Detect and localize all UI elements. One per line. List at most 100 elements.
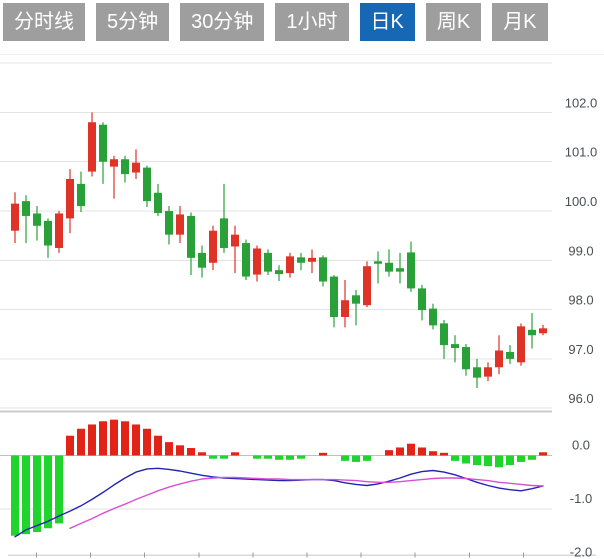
candle-body	[440, 323, 448, 346]
candle-body	[352, 295, 360, 304]
macd-histogram-bar	[187, 448, 195, 456]
candle-body	[165, 211, 173, 235]
tab-timeline[interactable]: 分时线	[3, 3, 85, 41]
candle-body	[154, 192, 162, 213]
macd-histogram-bar	[341, 455, 349, 461]
macd-histogram-bar	[506, 455, 514, 466]
macd-histogram-bar	[22, 455, 30, 535]
macd-histogram-bar	[253, 455, 261, 459]
macd-histogram-bar	[99, 421, 107, 456]
candle-body	[231, 234, 239, 247]
macd-histogram-bar	[11, 455, 19, 536]
candle-body	[22, 201, 30, 216]
candle-body	[363, 266, 371, 306]
candle-body	[187, 215, 195, 258]
tab-monthly-k[interactable]: 月K	[492, 3, 548, 41]
macd-histogram-bar	[165, 442, 173, 456]
macd-histogram-bar	[418, 447, 426, 456]
macd-histogram-bar	[231, 452, 239, 456]
macd-histogram-bar	[440, 452, 448, 456]
candle-body	[99, 124, 107, 162]
axis-labels-layer: 102.0 101.0 100.0 99.0 98.0 97.0 96.0 0.0 -1.0 -2…	[565, 95, 598, 559]
macd-histogram-bar	[462, 455, 470, 464]
macd-histogram-bar	[132, 424, 140, 456]
candle-body	[44, 220, 52, 246]
macd-histogram-bar	[121, 421, 129, 456]
candle-body	[11, 203, 19, 231]
tab-30min[interactable]: 30分钟	[180, 3, 265, 41]
macd-histogram-bar	[396, 447, 404, 456]
candle-body	[396, 268, 404, 272]
candle-body	[429, 308, 437, 326]
candle-body	[209, 230, 217, 263]
macd-histogram-bar	[66, 435, 74, 456]
macd-dea-line	[69, 476, 544, 529]
tab-5min[interactable]: 5分钟	[96, 3, 170, 41]
candles-layer	[11, 112, 547, 388]
candle-body	[385, 262, 393, 272]
macd-histogram-bar	[385, 450, 393, 456]
candle-body	[330, 276, 338, 317]
macd-histogram-bar	[352, 455, 360, 462]
macd-histogram-bar	[473, 455, 481, 466]
macd-histogram-bar	[176, 445, 184, 456]
macd-histogram-bar	[275, 455, 283, 460]
price-axis-label: 101.0	[565, 145, 598, 160]
period-tab-bar: 分时线 5分钟 30分钟 1小时 日K 周K 月K	[0, 0, 604, 54]
price-axis-label: 96.0	[568, 391, 593, 406]
macd-histogram-bar	[110, 419, 118, 456]
price-axis-label: 97.0	[568, 342, 593, 357]
indicator-lines-layer	[14, 467, 544, 538]
macd-histogram-bar	[451, 455, 459, 461]
candle-body	[341, 300, 349, 317]
candle-body	[517, 326, 525, 363]
price-axis-label: 100.0	[565, 194, 598, 209]
macd-histogram-bar	[154, 435, 162, 456]
tab-1hour[interactable]: 1小时	[275, 3, 349, 41]
candle-body	[319, 257, 327, 282]
candle-body	[495, 350, 503, 368]
candle-body	[297, 257, 305, 263]
price-axis-label: 102.0	[565, 95, 598, 110]
macd-histogram-bar	[55, 455, 63, 524]
macd-histogram-layer	[11, 419, 547, 536]
tab-daily-k[interactable]: 日K	[359, 3, 415, 41]
macd-histogram-bar	[429, 451, 437, 456]
candle-body	[132, 162, 140, 173]
candle-body	[539, 328, 547, 334]
macd-histogram-bar	[495, 455, 503, 468]
macd-histogram-bar	[220, 455, 228, 459]
candle-body	[143, 167, 151, 202]
candle-body	[286, 256, 294, 274]
macd-histogram-bar	[363, 455, 371, 461]
candle-body	[473, 367, 481, 378]
candle-body	[55, 213, 63, 248]
candle-body	[253, 248, 261, 275]
macd-histogram-bar	[539, 452, 547, 456]
candle-body	[418, 288, 426, 311]
candle-body	[33, 213, 41, 226]
macd-histogram-bar	[484, 455, 492, 467]
macd-axis-label: -1.0	[570, 491, 592, 506]
candle-body	[308, 257, 316, 262]
macd-histogram-bar	[88, 424, 96, 456]
candle-body	[484, 367, 492, 377]
macd-axis-label: 0.0	[572, 438, 590, 453]
macd-axis-label: -2.0	[570, 545, 592, 559]
candle-body	[88, 122, 96, 172]
candle-body	[66, 178, 74, 219]
macd-histogram-bar	[264, 455, 272, 459]
candle-body	[407, 252, 415, 289]
candle-body	[462, 347, 470, 370]
tab-weekly-k[interactable]: 周K	[425, 3, 482, 41]
macd-histogram-bar	[77, 428, 85, 456]
candle-body	[275, 270, 283, 275]
macd-histogram-bar	[33, 455, 41, 533]
candle-body	[242, 243, 250, 277]
macd-histogram-bar	[44, 455, 52, 529]
candle-body	[121, 159, 129, 175]
candle-body	[528, 329, 536, 336]
price-axis-label: 98.0	[568, 293, 593, 308]
candle-body	[451, 344, 459, 349]
